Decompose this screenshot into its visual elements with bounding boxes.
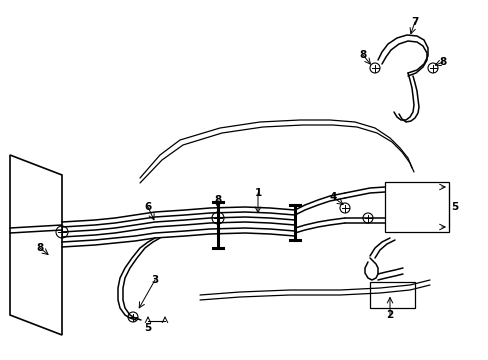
Text: 1: 1 <box>254 188 261 198</box>
Text: 8: 8 <box>439 57 446 67</box>
Text: 2: 2 <box>386 310 393 320</box>
Bar <box>384 182 448 232</box>
Text: 5: 5 <box>144 323 151 333</box>
Text: 8: 8 <box>214 195 221 205</box>
Text: 8: 8 <box>36 243 43 253</box>
Text: 5: 5 <box>450 202 458 212</box>
Text: 6: 6 <box>144 202 151 212</box>
Text: 3: 3 <box>151 275 158 285</box>
Text: 4: 4 <box>328 192 336 202</box>
Text: 7: 7 <box>410 17 418 27</box>
Text: 8: 8 <box>359 50 366 60</box>
Bar <box>369 282 414 308</box>
